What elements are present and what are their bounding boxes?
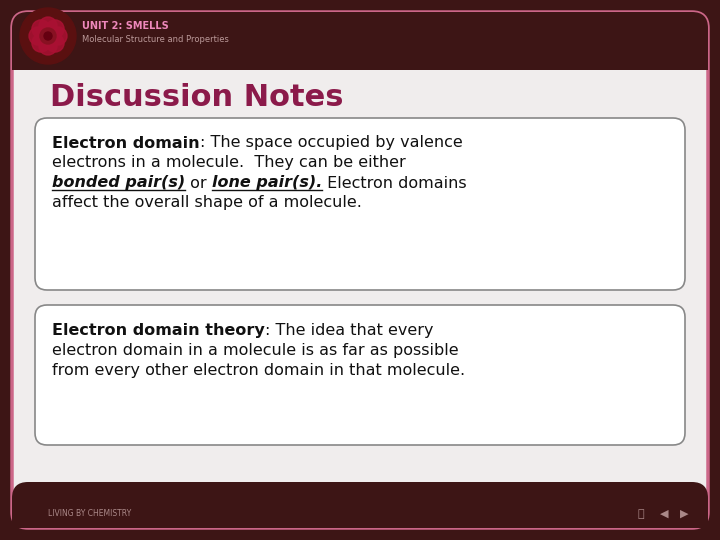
FancyBboxPatch shape <box>35 305 685 445</box>
Circle shape <box>32 34 50 52</box>
Circle shape <box>49 27 67 45</box>
Text: UNIT 2: SMELLS: UNIT 2: SMELLS <box>82 21 168 31</box>
Circle shape <box>29 27 47 45</box>
Text: Molecular Structure and Properties: Molecular Structure and Properties <box>82 35 229 44</box>
Text: Electron domain theory: Electron domain theory <box>52 322 265 338</box>
Text: or: or <box>185 176 212 191</box>
Text: : The space occupied by valence: : The space occupied by valence <box>199 136 462 151</box>
Circle shape <box>40 28 56 44</box>
Text: bonded pair(s): bonded pair(s) <box>52 176 185 191</box>
Bar <box>12 498 708 528</box>
Circle shape <box>20 8 76 64</box>
Circle shape <box>46 20 64 38</box>
Text: from every other electron domain in that molecule.: from every other electron domain in that… <box>52 362 465 377</box>
Text: Discussion Notes: Discussion Notes <box>50 83 343 111</box>
Bar <box>12 40 708 70</box>
Text: ⏮: ⏮ <box>638 509 644 519</box>
Circle shape <box>44 32 52 40</box>
Circle shape <box>46 34 64 52</box>
FancyBboxPatch shape <box>12 12 708 528</box>
Text: : The idea that every: : The idea that every <box>265 322 433 338</box>
FancyBboxPatch shape <box>12 12 708 70</box>
FancyBboxPatch shape <box>35 118 685 290</box>
Text: Electron domains: Electron domains <box>323 176 467 191</box>
Text: ▶: ▶ <box>680 509 688 519</box>
Text: electron domain in a molecule is as far as possible: electron domain in a molecule is as far … <box>52 342 459 357</box>
Text: lone pair(s).: lone pair(s). <box>212 176 323 191</box>
Text: Electron domain: Electron domain <box>52 136 199 151</box>
Text: affect the overall shape of a molecule.: affect the overall shape of a molecule. <box>52 195 362 211</box>
Circle shape <box>39 17 57 35</box>
Text: ◀: ◀ <box>660 509 668 519</box>
Circle shape <box>39 37 57 55</box>
Text: LIVING BY CHEMISTRY: LIVING BY CHEMISTRY <box>48 510 131 518</box>
FancyBboxPatch shape <box>12 482 708 528</box>
Text: electrons in a molecule.  They can be either: electrons in a molecule. They can be eit… <box>52 156 406 171</box>
Circle shape <box>32 20 50 38</box>
